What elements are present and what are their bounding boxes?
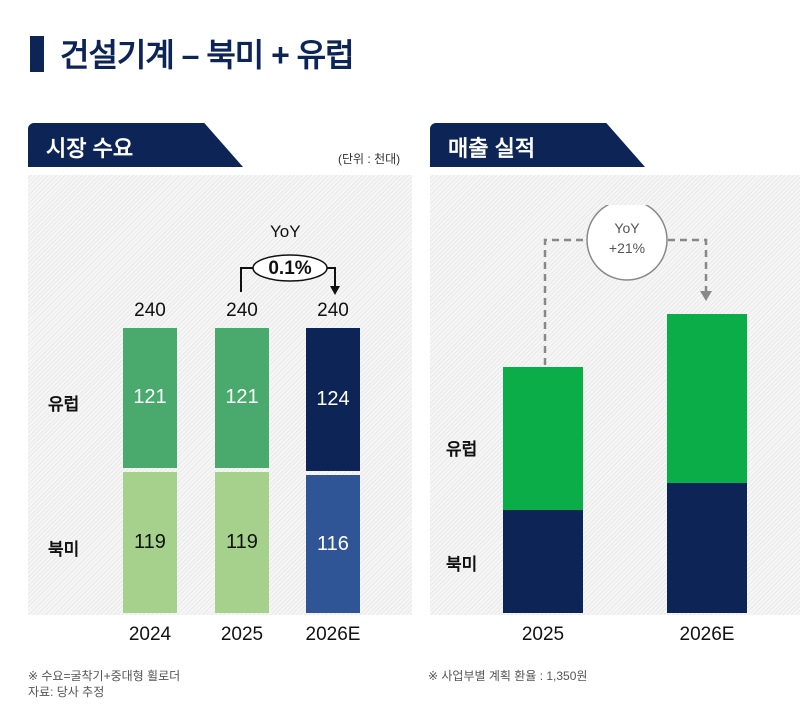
- x-tick-label: 2024: [128, 624, 172, 645]
- note-fx: ※ 사업부별 계획 환율 : 1,350원: [428, 669, 588, 683]
- row-label-na: 북미: [48, 540, 80, 559]
- x-tick-label: 2025: [220, 624, 264, 645]
- x-tick-label: 2026E: [679, 624, 735, 645]
- yoy-value: +21%: [608, 240, 646, 256]
- bar-segment-na: 119: [123, 471, 177, 613]
- note-demand-def: ※ 수요=굴착기+중대형 휠로더: [28, 669, 181, 683]
- bar-segment-eu: 124: [306, 328, 360, 472]
- bar-segment-eu: 121: [215, 328, 269, 468]
- bar-total-label: 240: [134, 300, 166, 321]
- row-label-europe: 유럽: [446, 440, 478, 459]
- market-demand-tab: 시장 수요: [28, 123, 243, 167]
- title-accent-bar: [30, 36, 44, 72]
- bar-segment-na: [667, 483, 747, 613]
- yoy-label: YoY: [270, 222, 301, 241]
- yoy-arrow: [543, 205, 712, 365]
- yoy-label: YoY: [614, 220, 640, 236]
- bar-total-label: 240: [317, 300, 349, 321]
- bar-segment-eu: [503, 367, 583, 510]
- bar-segment-na: [503, 510, 583, 613]
- unit-label: (단위 : 천대): [338, 152, 401, 166]
- bar-segment-eu: 121: [123, 328, 177, 468]
- x-tick-label: 2025: [521, 624, 565, 645]
- page-title: 건설기계 – 북미 + 유럽: [60, 37, 355, 73]
- bar-total-label: 240: [226, 300, 258, 321]
- bar-segment-na: 116: [306, 475, 360, 613]
- row-label-europe: 유럽: [48, 395, 80, 414]
- note-source: 자료: 당사 추정: [28, 685, 105, 699]
- yoy-arrow: [240, 254, 340, 295]
- bar-segment-na: 119: [215, 471, 269, 613]
- bar-segment-eu: [667, 314, 747, 483]
- yoy-value: 0.1%: [268, 258, 312, 279]
- row-label-na: 북미: [446, 555, 478, 574]
- x-tick-label: 2026E: [305, 624, 361, 645]
- sales-tab: 매출 실적: [430, 123, 645, 167]
